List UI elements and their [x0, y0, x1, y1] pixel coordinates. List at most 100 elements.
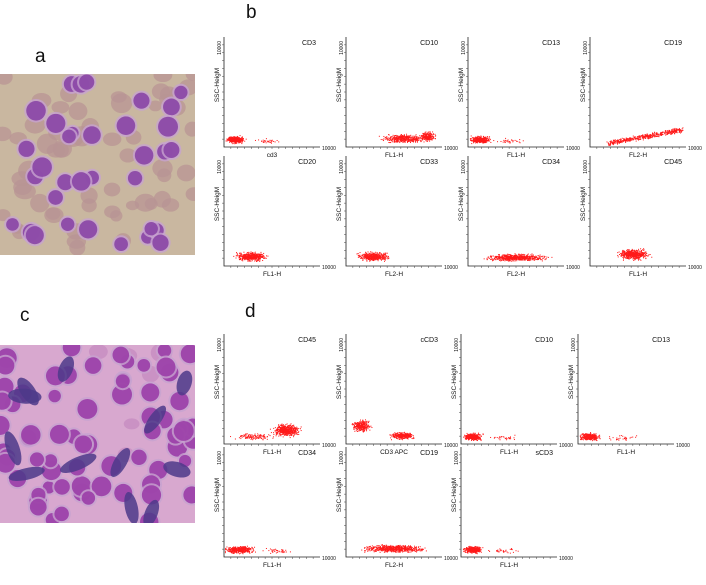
event-dot	[291, 430, 293, 432]
event-dot	[275, 430, 277, 432]
event-dot	[506, 140, 508, 142]
event-dot	[539, 258, 541, 260]
event-dot	[416, 141, 418, 143]
event-dot	[636, 250, 638, 252]
event-dot	[645, 257, 647, 259]
event-dot	[480, 136, 482, 138]
event-dot	[624, 255, 626, 257]
event-dot	[239, 255, 241, 257]
event-dot	[499, 256, 501, 258]
event-dot	[477, 137, 479, 139]
event-dot	[487, 139, 489, 141]
event-dot	[258, 257, 260, 259]
event-dot	[481, 141, 483, 143]
event-dot	[641, 250, 643, 252]
event-dot	[370, 255, 372, 257]
event-dot	[241, 139, 243, 141]
event-dot	[630, 257, 632, 259]
event-dot	[514, 259, 516, 261]
event-dot	[629, 140, 631, 142]
event-dot	[238, 142, 240, 144]
event-dot	[628, 140, 630, 142]
event-dot	[486, 139, 488, 141]
event-dot	[610, 143, 612, 145]
event-dot	[505, 254, 507, 256]
event-dot	[361, 256, 363, 258]
event-dot	[643, 255, 645, 257]
event-dot	[632, 249, 634, 251]
event-dot	[395, 141, 397, 143]
event-dot	[651, 256, 653, 258]
event-dot	[626, 255, 628, 257]
event-dot	[483, 258, 485, 260]
event-dot	[508, 256, 510, 258]
event-dot	[631, 138, 633, 140]
event-dot	[363, 256, 365, 258]
event-dot	[509, 256, 511, 258]
event-dot	[427, 131, 429, 133]
event-dot	[364, 256, 366, 258]
y-axis-label: SSC-HeigM	[580, 68, 587, 102]
plot-title: CD13	[542, 40, 560, 47]
y-max-tick-label: 10000	[339, 41, 345, 55]
event-dot	[364, 255, 366, 257]
x-axis-label: FL1-H	[507, 152, 525, 159]
event-dot	[507, 259, 509, 261]
event-dot	[489, 136, 491, 138]
event-dot	[413, 137, 415, 139]
event-dot	[653, 135, 655, 137]
event-dot	[256, 257, 258, 259]
event-dot	[383, 257, 385, 259]
event-dot	[236, 142, 238, 144]
event-dot	[425, 138, 427, 140]
event-dot	[499, 254, 501, 256]
event-dot	[636, 138, 638, 140]
event-dot	[376, 258, 378, 260]
event-dot	[238, 257, 240, 259]
event-dot	[373, 253, 375, 255]
event-dot	[626, 251, 628, 253]
event-dot	[625, 141, 627, 143]
event-dot	[634, 256, 636, 258]
event-dot	[244, 255, 246, 257]
event-dot	[231, 139, 233, 141]
event-dot	[393, 138, 395, 140]
event-dot	[401, 136, 403, 138]
event-dot	[660, 132, 662, 134]
event-dot	[420, 140, 422, 142]
event-dot	[284, 431, 286, 433]
event-dot	[382, 257, 384, 259]
event-dot	[633, 252, 635, 254]
event-dot	[523, 253, 525, 255]
event-dot	[382, 258, 384, 260]
event-dot	[526, 259, 528, 261]
event-dot	[283, 428, 285, 430]
event-dot	[397, 139, 399, 141]
event-dot	[429, 131, 431, 133]
event-dot	[629, 253, 631, 255]
event-dot	[287, 426, 289, 428]
event-dot	[233, 142, 235, 144]
event-dot	[292, 432, 294, 434]
event-dot	[508, 254, 510, 256]
event-dot	[638, 253, 640, 255]
event-dot	[419, 139, 421, 141]
event-dot	[536, 259, 538, 261]
event-dot	[610, 143, 612, 145]
event-dot	[236, 255, 238, 257]
event-dot	[621, 254, 623, 256]
event-dot	[667, 132, 669, 134]
event-dot	[634, 252, 636, 254]
event-dot	[495, 256, 497, 258]
event-dot	[405, 136, 407, 138]
event-dot	[511, 140, 513, 142]
event-dot	[284, 430, 286, 432]
event-dot	[241, 136, 243, 138]
event-dot	[397, 138, 399, 140]
event-dot	[529, 256, 531, 258]
event-dot	[239, 256, 241, 258]
event-dot	[279, 432, 281, 434]
event-dot	[521, 255, 523, 257]
event-dot	[283, 426, 285, 428]
